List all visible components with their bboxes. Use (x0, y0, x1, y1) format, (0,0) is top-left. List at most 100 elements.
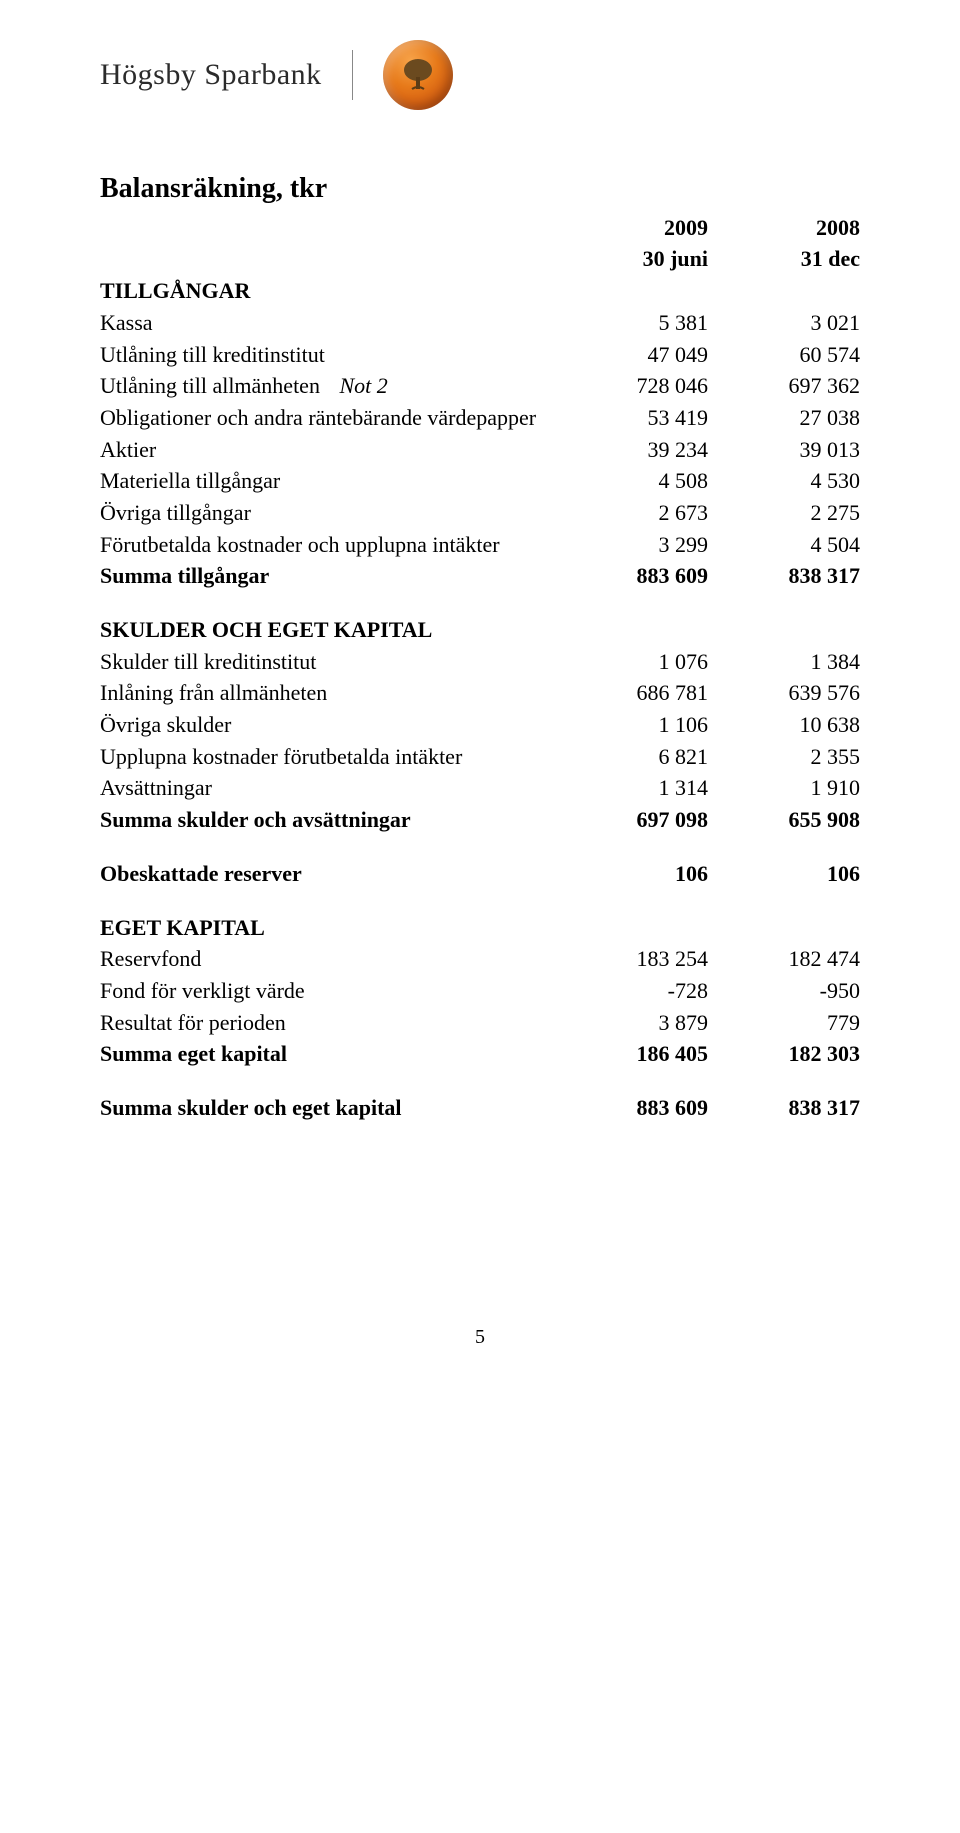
sum-v1: 697 098 (556, 804, 708, 836)
sum-v2: 655 908 (708, 804, 860, 836)
total-label: Summa skulder och eget kapital (100, 1092, 556, 1124)
sum-row: Summa tillgångar 883 609 838 317 (100, 560, 860, 592)
row-note: Not 2 (325, 373, 387, 398)
page-number: 5 (100, 1324, 860, 1351)
row-v2: 2 275 (708, 497, 860, 529)
table-row: Övriga tillgångar 2 673 2 275 (100, 497, 860, 529)
row-v2: 1 910 (708, 772, 860, 804)
row-v1: 3 299 (556, 529, 708, 561)
row-v2: 1 384 (708, 646, 860, 678)
table-row: Skulder till kreditinstitut 1 076 1 384 (100, 646, 860, 678)
row-v2: 639 576 (708, 677, 860, 709)
row-v1: 5 381 (556, 307, 708, 339)
sum-v1: 883 609 (556, 560, 708, 592)
table-row: Materiella tillgångar 4 508 4 530 (100, 465, 860, 497)
table-row: Resultat för perioden 3 879 779 (100, 1007, 860, 1039)
row-label: Upplupna kostnader förutbetalda intäkter (100, 741, 556, 773)
row-v2: 779 (708, 1007, 860, 1039)
col-header-year: 2009 2008 (100, 212, 860, 244)
row-v2: 4 504 (708, 529, 860, 561)
col2-date: 31 dec (708, 243, 860, 275)
row-label: Aktier (100, 434, 556, 466)
row-v1: 686 781 (556, 677, 708, 709)
row-label: Övriga tillgångar (100, 497, 556, 529)
row-label: Obligationer och andra räntebärande värd… (100, 402, 556, 434)
heading-tillgangar: TILLGÅNGAR (100, 275, 556, 307)
row-v2: -950 (708, 975, 860, 1007)
sum-label: Summa eget kapital (100, 1038, 556, 1070)
row-v1: 47 049 (556, 339, 708, 371)
brand-name: Högsby Sparbank (100, 58, 322, 92)
sum-label: Summa skulder och avsättningar (100, 804, 556, 836)
col1-date: 30 juni (556, 243, 708, 275)
table-row: Utlåning till allmänheten Not 2 728 046 … (100, 370, 860, 402)
table-row: Övriga skulder 1 106 10 638 (100, 709, 860, 741)
table-row: Kassa 5 381 3 021 (100, 307, 860, 339)
brand-emblem-icon (383, 40, 453, 110)
row-v2: 106 (708, 858, 860, 890)
row-v1: 2 673 (556, 497, 708, 529)
sum-row: Summa eget kapital 186 405 182 303 (100, 1038, 860, 1070)
row-label: Kassa (100, 307, 556, 339)
balance-table: 2009 2008 30 juni 31 dec TILLGÅNGAR Kass… (100, 212, 860, 1124)
row-label: Resultat för perioden (100, 1007, 556, 1039)
row-v2: 182 474 (708, 943, 860, 975)
table-row: Aktier 39 234 39 013 (100, 434, 860, 466)
row-v1: 6 821 (556, 741, 708, 773)
row-v2: 697 362 (708, 370, 860, 402)
table-row: Avsättningar 1 314 1 910 (100, 772, 860, 804)
col1-year: 2009 (556, 212, 708, 244)
row-label: Utlåning till allmänheten Not 2 (100, 370, 556, 402)
header-divider (352, 50, 353, 100)
section-heading: TILLGÅNGAR (100, 275, 860, 307)
sum-v2: 182 303 (708, 1038, 860, 1070)
row-label: Förutbetalda kostnader och upplupna intä… (100, 529, 556, 561)
row-v1: 3 879 (556, 1007, 708, 1039)
row-v1: 106 (556, 858, 708, 890)
row-label: Övriga skulder (100, 709, 556, 741)
row-v1: 183 254 (556, 943, 708, 975)
row-v2: 4 530 (708, 465, 860, 497)
row-label: Avsättningar (100, 772, 556, 804)
row-v1: 1 106 (556, 709, 708, 741)
col2-year: 2008 (708, 212, 860, 244)
row-v1: 4 508 (556, 465, 708, 497)
row-v1: 1 076 (556, 646, 708, 678)
row-label: Reservfond (100, 943, 556, 975)
row-label: Obeskattade reserver (100, 858, 556, 890)
heading-eget: EGET KAPITAL (100, 912, 556, 944)
table-row: Förutbetalda kostnader och upplupna intä… (100, 529, 860, 561)
heading-skulder: SKULDER OCH EGET KAPITAL (100, 614, 556, 646)
page: Högsby Sparbank Balansräkning, tkr 2009 … (0, 0, 960, 1411)
total-v1: 883 609 (556, 1092, 708, 1124)
table-row: Obeskattade reserver 106 106 (100, 858, 860, 890)
row-v1: -728 (556, 975, 708, 1007)
table-row: Fond för verkligt värde -728 -950 (100, 975, 860, 1007)
row-v2: 3 021 (708, 307, 860, 339)
oak-tree-icon (398, 55, 438, 95)
sum-label: Summa tillgångar (100, 560, 556, 592)
table-row: Upplupna kostnader förutbetalda intäkter… (100, 741, 860, 773)
row-label: Inlåning från allmänheten (100, 677, 556, 709)
table-row: Utlåning till kreditinstitut 47 049 60 5… (100, 339, 860, 371)
row-v1: 39 234 (556, 434, 708, 466)
total-v2: 838 317 (708, 1092, 860, 1124)
sum-v1: 186 405 (556, 1038, 708, 1070)
table-row: Obligationer och andra räntebärande värd… (100, 402, 860, 434)
page-title: Balansräkning, tkr (100, 170, 860, 208)
sum-v2: 838 317 (708, 560, 860, 592)
row-v2: 27 038 (708, 402, 860, 434)
section-heading: SKULDER OCH EGET KAPITAL (100, 614, 860, 646)
row-label-text: Utlåning till allmänheten (100, 373, 320, 398)
row-label: Materiella tillgångar (100, 465, 556, 497)
row-label: Utlåning till kreditinstitut (100, 339, 556, 371)
header: Högsby Sparbank (100, 40, 860, 110)
table-row: Reservfond 183 254 182 474 (100, 943, 860, 975)
row-v1: 53 419 (556, 402, 708, 434)
col-header-date: 30 juni 31 dec (100, 243, 860, 275)
row-v1: 1 314 (556, 772, 708, 804)
total-row: Summa skulder och eget kapital 883 609 8… (100, 1092, 860, 1124)
content: Balansräkning, tkr 2009 2008 30 juni 31 … (100, 170, 860, 1351)
table-row: Inlåning från allmänheten 686 781 639 57… (100, 677, 860, 709)
row-v2: 10 638 (708, 709, 860, 741)
